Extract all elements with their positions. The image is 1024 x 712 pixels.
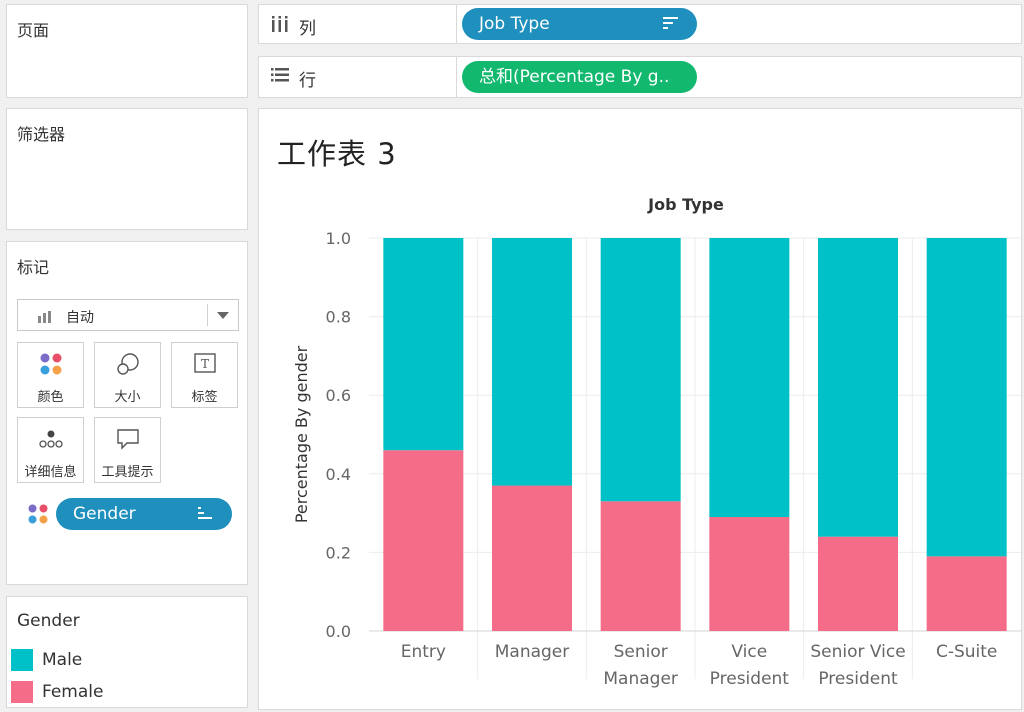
job-type-pill-label: Job Type [479,14,550,34]
bar-female [600,501,681,631]
bar-male [383,238,464,451]
x-tick-label: Manager [603,669,678,689]
detail-dots-icon [39,430,63,448]
color-dots-icon [40,353,62,375]
color-button[interactable]: 颜色 [17,342,84,408]
bar-male [709,238,790,518]
size-button[interactable]: 大小 [94,342,161,408]
legend-label-female: Female [42,682,104,702]
columns-label: 列 [299,19,316,39]
filters-title: 筛选器 [17,125,66,144]
legend-title: Gender [17,611,80,631]
worksheet-view: 工作表 3 Job Type 1.0 0.8 0.6 0.4 0.2 0.0 Percenta… [258,108,1022,710]
label-button-label: 标签 [191,390,218,405]
y-tick-label: 0.6 [326,386,351,405]
x-tick-label: Senior Vice [810,642,905,662]
legend-swatch-female [11,681,33,703]
columns-shelf-header: 列 [259,5,457,43]
gender-legend: Gender Male Female [6,596,248,708]
bar-female [383,450,464,631]
bar-female [492,485,572,631]
x-tick-label: C-Suite [936,642,997,662]
tooltip-button-label: 工具提示 [101,465,154,480]
y-tick-label: 0.2 [326,543,351,562]
bar-chart-icon [38,311,51,323]
x-tick-label: Vice [731,642,767,662]
mark-type-label: 自动 [66,310,94,326]
bar-male [926,238,1007,557]
tooltip-bubble-icon [117,429,139,450]
bar-male [818,238,898,537]
tooltip-button[interactable]: 工具提示 [94,417,161,483]
bar-male [492,238,572,486]
detail-button[interactable]: 详细信息 [17,417,84,483]
detail-button-label: 详细信息 [24,465,77,480]
marks-card: 标记 自动 颜色 大小 [6,241,248,585]
color-dots-icon [28,504,48,524]
sort-descending-icon [663,17,678,29]
size-circles-icon [117,353,139,375]
bar-male [600,238,681,502]
marks-title: 标记 [17,258,50,277]
color-button-label: 颜色 [37,390,64,405]
x-tick-label: President [710,669,790,689]
mark-type-dropdown[interactable]: 自动 [17,299,239,331]
percentage-pill-label: 总和(Percentage By g.. [479,67,670,87]
bar-female [818,536,898,631]
x-tick-label: Senior [614,642,668,662]
y-axis-title: Percentage By gender [292,345,311,523]
rows-icon [271,68,289,82]
label-button[interactable]: T 标签 [171,342,238,408]
legend-label-male: Male [42,650,83,670]
stacked-bar-chart: Job Type 1.0 0.8 0.6 0.4 0.2 0.0 Percentage By … [292,195,1021,689]
y-tick-label: 0.4 [326,465,351,484]
gender-color-pill[interactable]: Gender [56,498,232,530]
pages-shelf[interactable]: 页面 [6,4,248,98]
rows-shelf-header: 行 [259,57,457,97]
y-tick-label: 1.0 [326,229,351,248]
y-tick-label: 0.0 [326,622,351,641]
sheet-title: 工作表 3 [277,137,397,171]
svg-text:T: T [201,357,209,371]
x-tick-label: Manager [495,642,570,662]
columns-icon [272,16,288,32]
bar-female [926,556,1007,631]
columns-shelf[interactable]: 列 Job Type [258,4,1022,44]
legend-swatch-male [11,649,33,671]
rows-shelf[interactable]: 行 总和(Percentage By g.. [258,56,1022,98]
column-header-job-type: Job Type [647,195,724,214]
pages-title: 页面 [17,21,50,40]
chevron-down-icon[interactable] [217,312,229,319]
gender-pill-label: Gender [73,504,136,524]
rows-label: 行 [299,71,316,91]
x-tick-label: President [818,669,898,689]
filters-shelf[interactable]: 筛选器 [6,108,248,230]
dropdown-divider [207,304,208,326]
job-type-pill[interactable]: Job Type [462,8,697,40]
text-label-icon: T [194,353,216,373]
percentage-measure-pill[interactable]: 总和(Percentage By g.. [462,61,697,93]
sort-icon [198,507,212,519]
y-tick-label: 0.8 [326,308,351,327]
size-button-label: 大小 [114,390,141,405]
x-tick-label: Entry [401,642,446,662]
bar-female [709,517,790,631]
